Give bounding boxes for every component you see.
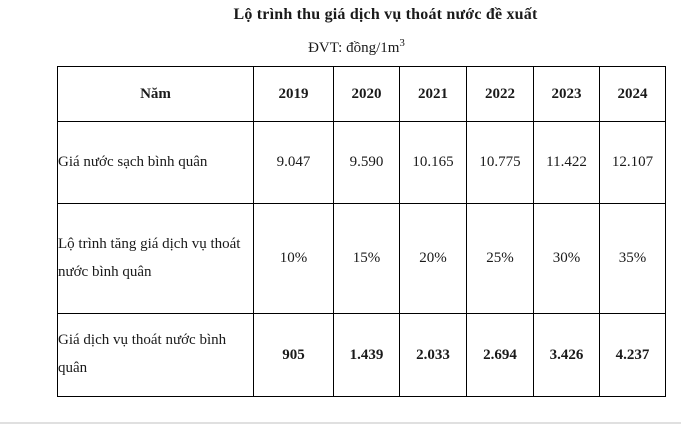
header-row: Năm 2019 2020 2021 2022 2023 2024 [57,66,666,122]
cell-value: 11.422 [533,121,600,204]
header-cell-nam: Năm [57,66,254,122]
cell-value: 10% [253,203,334,314]
table-row-price-increase-roadmap: Lộ trình tăng giá dịch vụ thoát nước bìn… [57,203,666,314]
header-cell-2022: 2022 [466,66,534,122]
unit-note-label: ĐVT: đồng/1m [308,40,400,56]
cell-value: 10.775 [466,121,534,204]
row-label: Giá nước sạch bình quân [57,121,254,204]
unit-note: ĐVT: đồng/1m3 [0,37,681,57]
row-label: Giá dịch vụ thoát nước bình quân [57,313,254,397]
cell-value: 20% [399,203,467,314]
cell-value: 4.237 [599,313,666,397]
cell-value: 10.165 [399,121,467,204]
cell-value: 2.033 [399,313,467,397]
header-cell-2021: 2021 [399,66,467,122]
unit-note-superscript: 3 [399,37,405,49]
cell-value: 25% [466,203,534,314]
row-label: Lộ trình tăng giá dịch vụ thoát nước bìn… [57,203,254,314]
cell-value: 3.426 [533,313,600,397]
cell-value: 9.047 [253,121,334,204]
header-cell-2019: 2019 [253,66,334,122]
table-row-drainage-service-price: Giá dịch vụ thoát nước bình quân 905 1.4… [57,313,666,397]
cell-value: 2.694 [466,313,534,397]
page-divider [0,422,681,424]
table-row-clean-water-price: Giá nước sạch bình quân 9.047 9.590 10.1… [57,121,666,204]
header-cell-2020: 2020 [333,66,400,122]
document-title: Lộ trình thu giá dịch vụ thoát nước đề x… [233,6,538,23]
header-cell-2024: 2024 [599,66,666,122]
cell-value: 35% [599,203,666,314]
cell-value: 12.107 [599,121,666,204]
cell-value: 9.590 [333,121,400,204]
cell-value: 1.439 [333,313,400,397]
pricing-table: Năm 2019 2020 2021 2022 2023 2024 Giá nư… [57,66,666,397]
cell-value: 905 [253,313,334,397]
cell-value: 15% [333,203,400,314]
header-cell-2023: 2023 [533,66,600,122]
cell-value: 30% [533,203,600,314]
